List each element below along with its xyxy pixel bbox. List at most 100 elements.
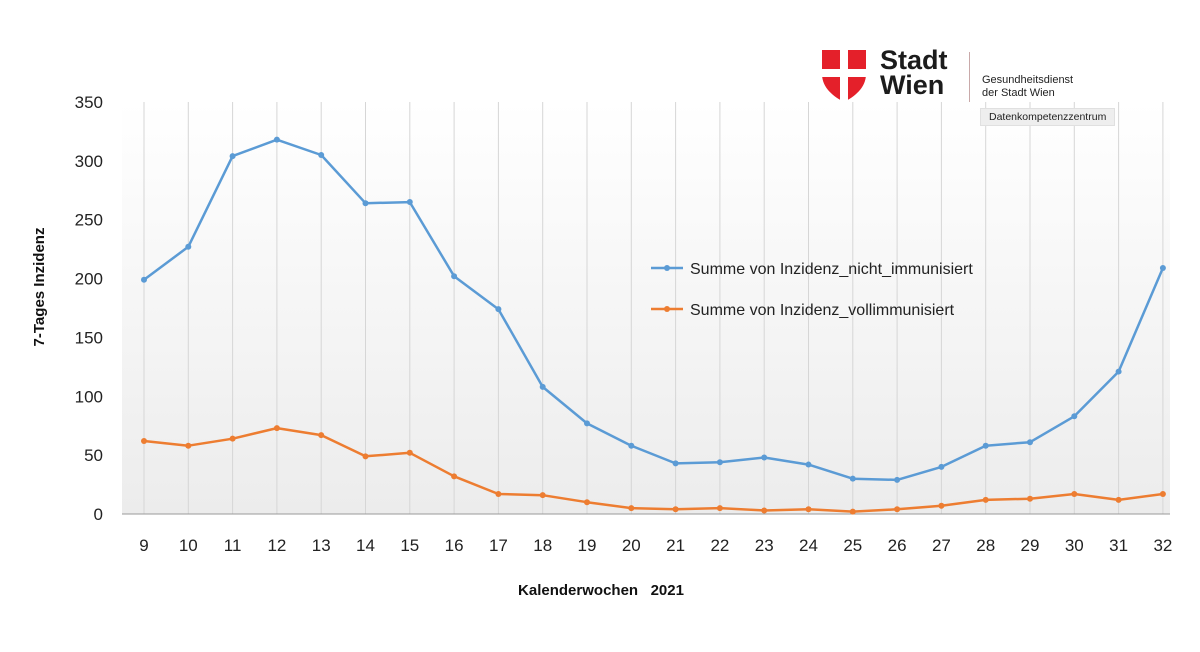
data-point (229, 153, 236, 160)
x-tick-label: 17 (489, 536, 508, 555)
y-tick-label: 150 (75, 328, 103, 347)
data-point (761, 454, 768, 461)
data-point (716, 459, 723, 466)
legend-swatch-marker (664, 265, 670, 271)
data-point (584, 499, 590, 506)
data-point (938, 463, 945, 470)
x-tick-label: 13 (312, 536, 331, 555)
data-point (185, 442, 192, 449)
data-point (406, 449, 413, 456)
series-2 (141, 425, 1166, 515)
x-tick-label: 20 (622, 536, 641, 555)
y-tick-label: 250 (75, 211, 103, 230)
series-1 (141, 136, 1166, 483)
data-point (185, 243, 192, 250)
data-point (1159, 264, 1166, 271)
series-line (142, 426, 1165, 513)
series-group (141, 136, 1166, 515)
data-point (672, 506, 679, 513)
data-point (894, 476, 901, 483)
data-point (982, 442, 989, 449)
data-point (805, 506, 812, 513)
x-tick-label: 31 (1109, 536, 1128, 555)
y-tick-label: 200 (75, 270, 103, 289)
data-point (362, 200, 369, 207)
data-point (362, 453, 369, 460)
data-point (849, 508, 856, 515)
data-point (982, 496, 989, 503)
x-tick-label: 26 (888, 536, 907, 555)
x-tick-label: 23 (755, 536, 774, 555)
x-axis-ticks: 9 10 11 12 13 14 15 16 17 18 19 20 21 22 23 24 25 26 27 28 2… (139, 536, 1172, 555)
data-point (584, 420, 590, 427)
stadt-wien-logo: Stadt Wien Gesundheitsdienst der Stadt W… (822, 45, 1152, 130)
data-point (318, 151, 325, 158)
data-point (628, 442, 635, 449)
y-tick-label: 100 (75, 387, 103, 406)
x-tick-label: 28 (976, 536, 995, 555)
series-line (142, 138, 1165, 482)
x-axis-title: Kalenderwochen 2021 (518, 582, 684, 599)
data-point (938, 502, 945, 509)
legend-label: Summe von Inzidenz_vollimmunisiert (690, 302, 955, 319)
data-point (1027, 439, 1033, 446)
x-tick-label: 21 (666, 536, 685, 555)
data-point (451, 473, 458, 480)
legend-swatch-marker (664, 306, 670, 312)
x-tick-label: 15 (400, 536, 419, 555)
legend-label: Summe von Inzidenz_nicht_immunisiert (690, 261, 973, 278)
legend: Summe von Inzidenz_nicht_immunisiert Summ… (651, 261, 973, 319)
x-tick-label: 25 (843, 536, 862, 555)
x-tick-label: 19 (578, 536, 597, 555)
logo-word-stadt: Stadt (880, 45, 948, 75)
x-tick-label: 12 (267, 536, 286, 555)
y-tick-label: 300 (75, 152, 103, 171)
x-tick-label: 18 (533, 536, 552, 555)
data-point (406, 199, 413, 206)
data-point (539, 492, 546, 499)
data-point (539, 383, 546, 390)
data-point (716, 505, 723, 512)
data-point (761, 507, 768, 514)
data-point (849, 475, 856, 482)
data-point (273, 136, 280, 143)
data-point (1071, 490, 1078, 497)
data-point (805, 461, 812, 468)
data-point (1159, 490, 1166, 497)
logo-wordmark: Stadt Wien (880, 45, 948, 100)
department-badge: Datenkompetenzzentrum (980, 108, 1116, 126)
data-point (894, 506, 901, 513)
y-axis-ticks: 0 50 100 150 200 250 300 350 (75, 93, 103, 524)
y-tick-label: 0 (94, 505, 103, 524)
data-point (141, 276, 147, 283)
data-point (672, 460, 679, 467)
data-point (451, 273, 458, 280)
x-tick-label: 24 (799, 536, 818, 555)
x-tick-label: 27 (932, 536, 951, 555)
legend-item: Summe von Inzidenz_vollimmunisiert (651, 302, 955, 319)
y-tick-label: 350 (75, 93, 103, 112)
x-tick-label: 32 (1153, 536, 1172, 555)
x-tick-label: 10 (179, 536, 198, 555)
x-tick-label: 30 (1065, 536, 1084, 555)
logo-word-wien: Wien (880, 70, 945, 100)
x-tick-label: 9 (139, 536, 148, 555)
legend-item: Summe von Inzidenz_nicht_immunisiert (651, 261, 973, 278)
data-point (1115, 496, 1122, 503)
data-point (1115, 368, 1122, 375)
data-point (318, 432, 325, 439)
x-tick-label: 11 (224, 536, 242, 555)
department-line-2: der Stadt Wien (982, 87, 1055, 99)
data-point (229, 435, 236, 442)
data-point (628, 505, 635, 512)
y-tick-label: 50 (84, 446, 103, 465)
data-point (495, 306, 502, 313)
y-axis-title: 7-Tages Inzidenz (31, 228, 48, 347)
data-point (495, 490, 502, 497)
data-point (1071, 413, 1078, 420)
data-point (141, 438, 147, 445)
department-name: Gesundheitsdienst der Stadt Wien (982, 74, 1073, 100)
data-point (1027, 495, 1033, 502)
vienna-shield-icon (822, 50, 866, 102)
